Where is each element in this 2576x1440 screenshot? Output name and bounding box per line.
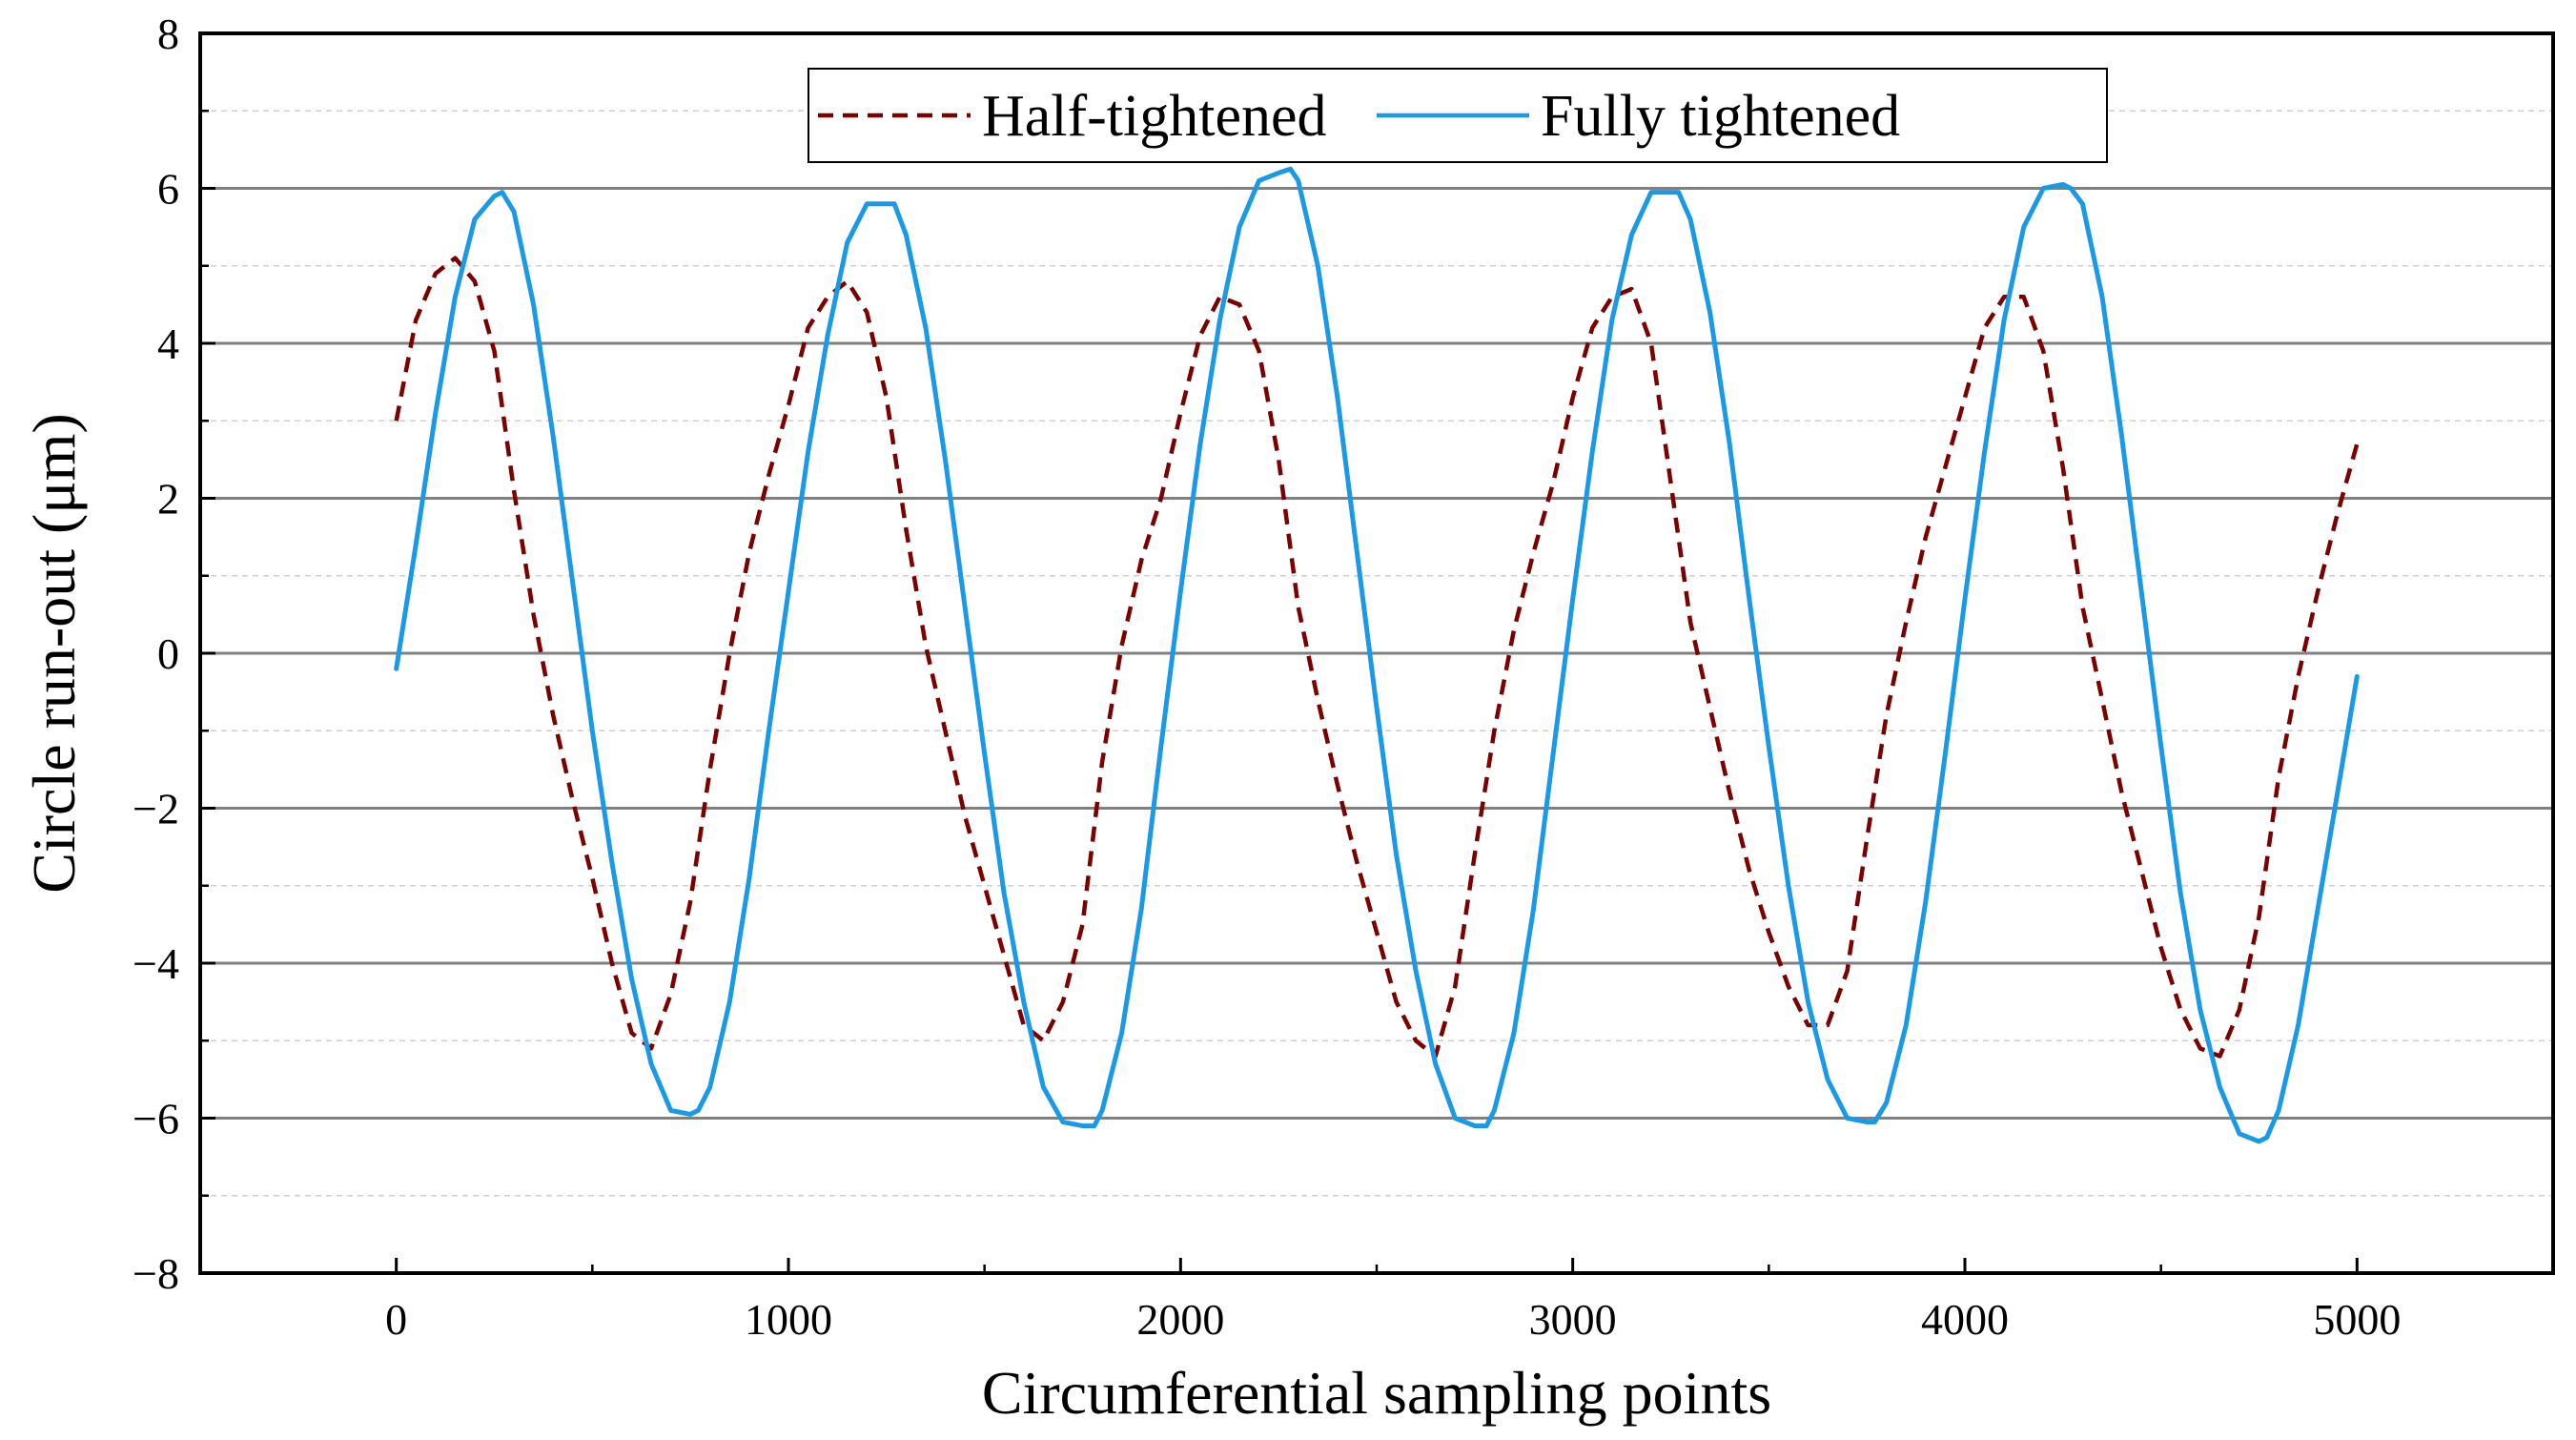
y-tick-label: 6 (157, 165, 179, 214)
x-axis-title: Circumferential sampling points (982, 1359, 1771, 1427)
y-tick-label: 8 (157, 10, 179, 58)
y-tick-label: 4 (157, 319, 179, 368)
y-tick-label: 2 (157, 475, 179, 524)
legend: Half-tightened Fully tightened (808, 68, 2108, 163)
legend-label-fully-tightened: Fully tightened (1541, 84, 1900, 149)
y-axis-title: Circle run-out (μm) (20, 413, 88, 894)
x-tick-label: 4000 (1921, 1295, 2009, 1344)
y-tick-label: −8 (133, 1249, 179, 1298)
x-tick-label: 2000 (1136, 1295, 1224, 1344)
ticks-layer (198, 31, 2555, 1275)
x-tick-label: 3000 (1529, 1295, 1617, 1344)
x-tick-label: 0 (385, 1295, 407, 1344)
y-tick-label: 0 (157, 629, 179, 678)
x-tick-label: 5000 (2313, 1295, 2401, 1344)
series-line-half-tightened (394, 256, 2360, 1059)
y-tick-label: −6 (133, 1095, 179, 1143)
series-line-fully-tightened (394, 166, 2360, 1144)
y-tick-label: −4 (133, 939, 179, 988)
y-tick-label: −2 (133, 785, 179, 833)
series-layer (394, 166, 2360, 1144)
tick-labels: 0 1000 2000 3000 4000 5000 −8 −6 −4 −2 0 2 4 6 8 (133, 10, 2401, 1344)
x-tick-label: 1000 (745, 1295, 832, 1344)
legend-label-half-tightened: Half-tightened (982, 84, 1327, 149)
